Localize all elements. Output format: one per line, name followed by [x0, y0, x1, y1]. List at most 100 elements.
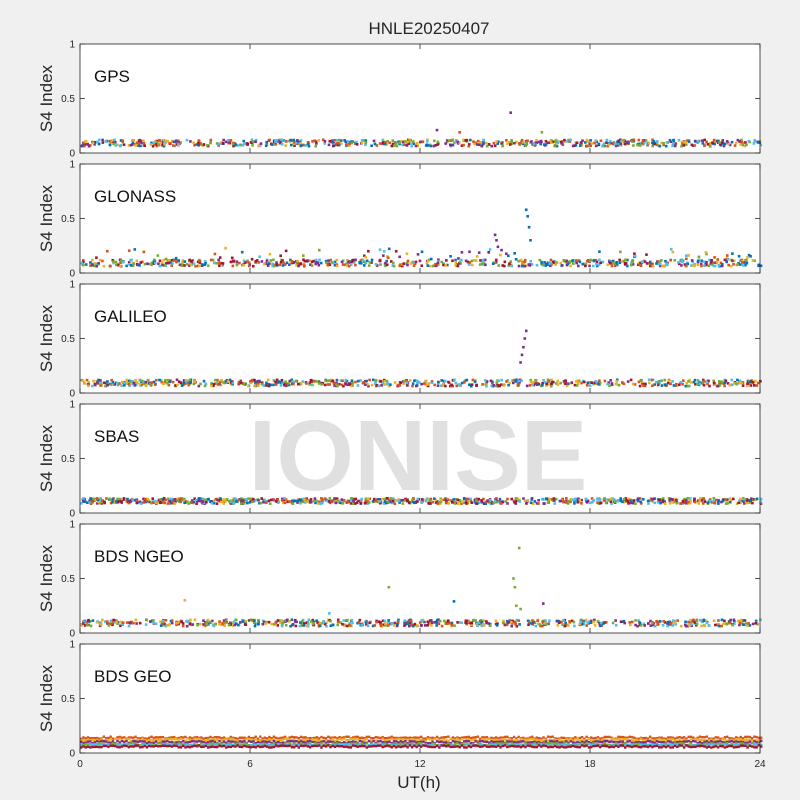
data-point — [245, 500, 248, 503]
data-point — [510, 264, 514, 268]
data-point — [658, 260, 662, 263]
data-point — [420, 742, 423, 745]
data-point — [597, 263, 601, 266]
data-point — [751, 501, 754, 505]
data-point — [512, 742, 516, 746]
data-point — [585, 138, 589, 142]
data-point — [540, 260, 543, 264]
data-point — [696, 741, 699, 745]
data-point — [709, 261, 713, 264]
data-point — [222, 738, 226, 741]
data-point — [270, 622, 274, 626]
data-point — [393, 502, 397, 505]
data-point — [539, 624, 542, 628]
data-point — [170, 621, 174, 625]
data-point — [496, 622, 499, 625]
data-point — [449, 737, 452, 741]
data-point — [608, 384, 611, 388]
data-point — [348, 622, 351, 625]
data-point — [106, 249, 109, 253]
data-point — [314, 379, 317, 383]
data-point — [173, 502, 177, 505]
data-point — [660, 384, 664, 387]
data-point — [210, 384, 213, 388]
data-point — [251, 140, 255, 143]
data-point — [719, 740, 722, 743]
data-point — [142, 501, 146, 504]
data-point — [150, 738, 153, 742]
data-point — [240, 263, 244, 267]
data-point — [454, 738, 457, 742]
data-point — [227, 738, 230, 741]
data-point — [588, 620, 591, 623]
data-point — [401, 738, 405, 741]
data-point — [84, 263, 88, 266]
data-point — [642, 736, 645, 740]
spike-point — [328, 612, 331, 615]
data-point — [430, 621, 434, 625]
data-point — [431, 740, 434, 743]
data-point — [619, 138, 622, 142]
data-point — [98, 498, 101, 502]
data-point — [692, 739, 695, 743]
data-point — [159, 624, 163, 627]
data-point — [578, 499, 582, 502]
data-point — [120, 380, 124, 384]
data-point — [81, 500, 85, 503]
data-point — [483, 740, 486, 743]
data-point — [285, 140, 288, 143]
data-point — [387, 619, 390, 622]
data-point — [621, 738, 625, 741]
data-point — [515, 741, 518, 744]
data-point — [675, 501, 679, 505]
data-point — [259, 142, 263, 145]
data-point — [324, 259, 328, 263]
data-point — [82, 743, 85, 747]
data-point — [91, 258, 94, 262]
data-point — [268, 740, 271, 743]
data-point — [82, 497, 85, 500]
data-point — [579, 620, 582, 624]
data-point — [289, 258, 292, 262]
data-point — [537, 140, 541, 144]
data-point — [358, 261, 361, 264]
data-point — [508, 738, 511, 741]
data-point — [477, 497, 481, 501]
data-point — [703, 264, 706, 267]
data-point — [299, 139, 303, 142]
data-point — [608, 740, 611, 744]
data-point — [517, 735, 520, 739]
data-point — [549, 498, 553, 501]
data-point — [334, 499, 337, 503]
data-point — [111, 380, 115, 384]
data-point — [521, 142, 525, 146]
data-point — [168, 142, 171, 145]
data-point — [218, 256, 222, 259]
data-point — [534, 624, 538, 628]
data-point — [288, 742, 291, 745]
data-point — [127, 261, 131, 264]
data-point — [86, 740, 90, 743]
data-point — [537, 742, 541, 745]
data-point — [647, 141, 651, 145]
data-point — [279, 140, 283, 143]
data-point — [717, 622, 721, 626]
data-point — [649, 624, 653, 627]
data-point — [316, 502, 320, 505]
data-point — [97, 142, 101, 146]
data-point — [704, 619, 707, 622]
data-point — [145, 499, 149, 503]
data-point — [130, 380, 134, 383]
data-point — [467, 143, 471, 146]
data-point — [129, 742, 133, 745]
data-point — [184, 499, 188, 503]
data-point — [239, 381, 243, 384]
data-point — [429, 502, 432, 505]
data-point — [437, 381, 440, 384]
data-point — [344, 140, 348, 144]
data-point — [701, 502, 705, 505]
data-point — [154, 143, 158, 146]
data-point — [526, 738, 529, 741]
data-point — [179, 736, 183, 739]
data-point — [411, 384, 414, 388]
